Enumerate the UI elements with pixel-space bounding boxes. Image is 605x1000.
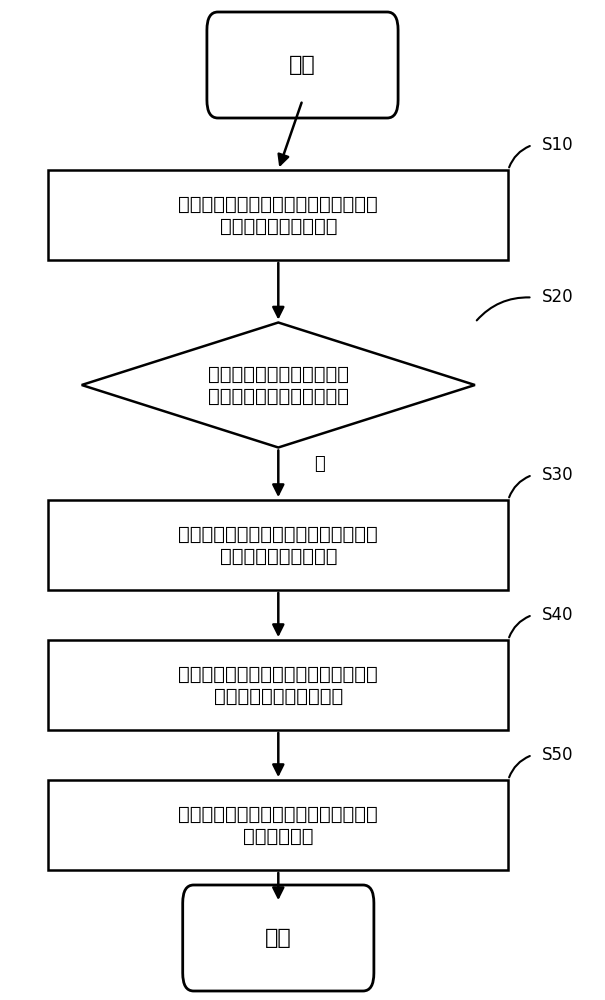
Text: S20: S20: [541, 288, 573, 306]
Bar: [48, 780, 508, 870]
Polygon shape: [82, 322, 475, 448]
Text: 开始: 开始: [289, 55, 316, 75]
Text: 根据第三白平衡参数对第一预览图像进
行白平衡处理: 根据第三白平衡参数对第一预览图像进 行白平衡处理: [178, 804, 378, 846]
Text: 结束: 结束: [265, 928, 292, 948]
Text: 根据第一预览图像判断第一
预览图像是否包括纯色区域: 根据第一预览图像判断第一 预览图像是否包括纯色区域: [208, 364, 349, 406]
Text: 根据第二白平衡参数调整第一白平衡参
数以得到第三白平衡参数: 根据第二白平衡参数调整第一白平衡参 数以得到第三白平衡参数: [178, 664, 378, 706]
Bar: [48, 170, 508, 260]
Text: 通过副摄像头获取被摄场景的第二预览
图像和第二白平衡参数: 通过副摄像头获取被摄场景的第二预览 图像和第二白平衡参数: [178, 524, 378, 566]
FancyBboxPatch shape: [207, 12, 398, 118]
FancyBboxPatch shape: [183, 885, 374, 991]
Text: S30: S30: [541, 466, 573, 484]
Text: 通过主摄像头获取被摄场景的第一预览
图像和第一白平衡参数: 通过主摄像头获取被摄场景的第一预览 图像和第一白平衡参数: [178, 194, 378, 235]
Text: 是: 是: [315, 455, 325, 473]
Text: S10: S10: [541, 136, 573, 154]
Text: S50: S50: [541, 746, 573, 764]
Bar: [48, 640, 508, 730]
Bar: [48, 500, 508, 590]
Text: S40: S40: [541, 606, 573, 624]
